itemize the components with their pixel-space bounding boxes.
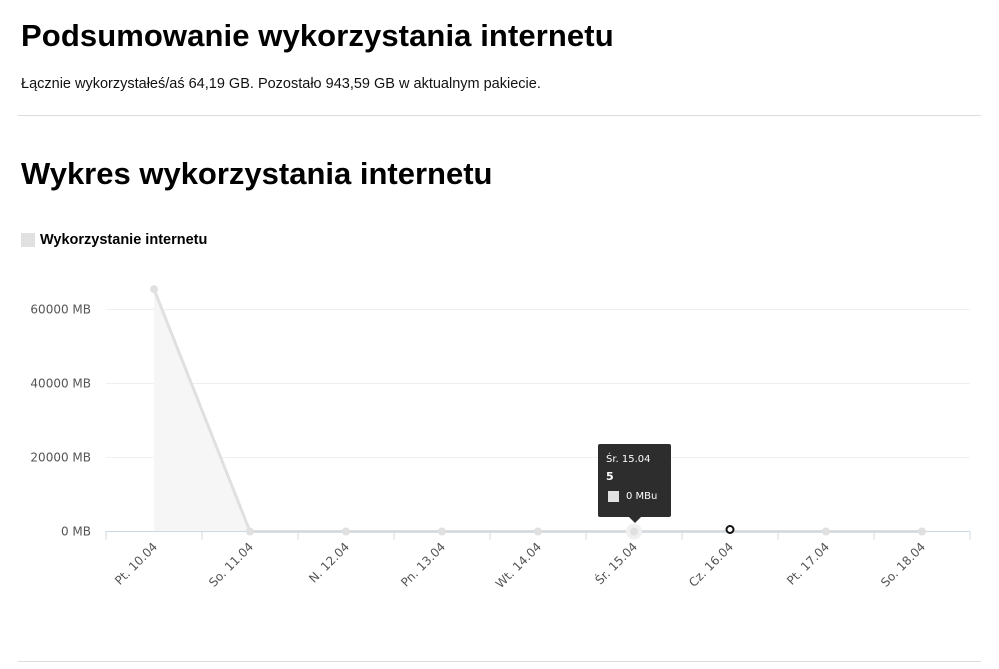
data-point <box>534 527 542 536</box>
chart-title: Wykres wykorzystania internetu <box>21 156 493 191</box>
x-tick-label: Pn. 13.04 <box>398 540 448 590</box>
data-point <box>630 527 638 536</box>
x-tick-label: Pt. 10.04 <box>112 540 160 588</box>
chart-tooltip: Śr. 15.04 5 0 MBu <box>598 444 671 523</box>
data-point <box>822 527 830 536</box>
tooltip-series-value: 0 MBu <box>626 491 658 502</box>
y-tick-label: 20000 MB <box>30 451 91 465</box>
bottom-divider <box>18 661 981 662</box>
data-point <box>918 527 926 536</box>
tooltip-date: Śr. 15.04 <box>606 454 651 465</box>
x-tick-label: Pt. 17.04 <box>784 540 832 588</box>
data-point <box>246 527 254 536</box>
chart-legend[interactable]: Wykorzystanie internetu <box>21 232 207 248</box>
legend-label: Wykorzystanie internetu <box>40 232 208 248</box>
series-area <box>154 289 922 532</box>
data-point <box>150 285 158 294</box>
y-tick-label: 0 MB <box>61 525 91 539</box>
chart-area <box>152 288 922 533</box>
y-tick-label: 40000 MB <box>30 377 91 391</box>
summary-text: Łącznie wykorzystałeś/aś 64,19 GB. Pozos… <box>21 76 541 92</box>
x-tick-label: Śr. 15.04 <box>592 539 640 587</box>
section-divider <box>18 115 981 116</box>
data-point <box>342 527 350 536</box>
chart-y-axis: 0 MB 20000 MB 40000 MB 60000 MB <box>30 303 91 539</box>
tooltip-value: 5 <box>606 470 614 483</box>
chart-x-labels: Pt. 10.04 So. 11.04 N. 12.04 Pn. 13.04 Wt. 1… <box>112 539 928 591</box>
x-tick-label: So. 18.04 <box>878 540 928 590</box>
x-tick-label: Cz. 16.04 <box>686 540 736 590</box>
x-tick-label: So. 11.04 <box>206 540 256 590</box>
data-point <box>438 527 446 536</box>
chart-points <box>150 285 926 540</box>
y-tick-label: 60000 MB <box>30 303 91 317</box>
summary-title: Podsumowanie wykorzystania internetu <box>21 18 614 53</box>
series-line <box>152 288 922 533</box>
x-tick-label: Wt. 14.04 <box>493 540 544 591</box>
data-point-marked <box>725 525 735 534</box>
x-tick-label: N. 12.04 <box>306 540 352 586</box>
tooltip-swatch <box>608 491 619 502</box>
chart-grid <box>106 309 970 458</box>
legend-swatch <box>21 233 35 247</box>
